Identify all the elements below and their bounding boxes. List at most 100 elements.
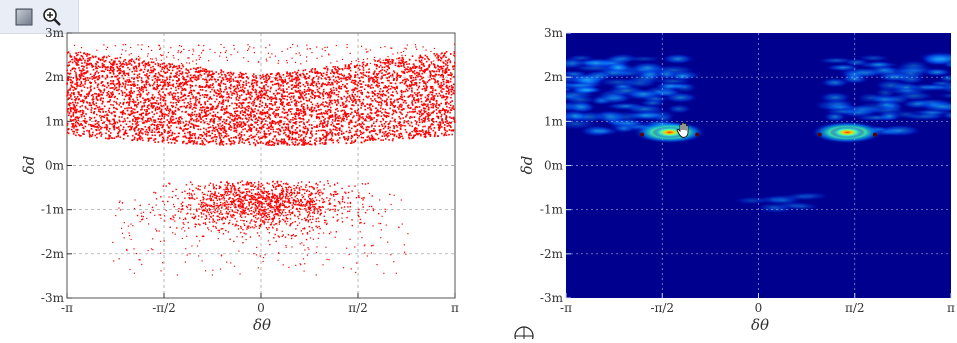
scatter-point [244,87,246,89]
scatter-point [276,99,278,101]
scatter-point [262,142,264,144]
scatter-point [186,84,188,86]
scatter-point [80,94,82,96]
scatter-point [181,68,183,70]
scatter-point [317,78,319,80]
scatter-point [258,136,260,138]
scatter-point [81,114,83,116]
scatter-point [81,62,83,64]
scatter-point [79,74,81,76]
scatter-point [421,62,423,64]
scatter-point [170,130,172,132]
scatter-point [246,94,248,96]
scatter-point [346,105,348,107]
scatter-point [158,65,160,67]
scatter-point [339,115,341,117]
scatter-point [440,124,442,126]
scatter-point [316,126,318,128]
scatter-point [352,104,354,106]
scatter-point [80,72,82,74]
scatter-point [204,94,206,96]
scatter-point [130,96,132,98]
scatter-point [366,126,368,128]
scatter-point [113,84,115,86]
scatter-point [283,143,285,145]
scatter-point [113,123,115,125]
scatter-point [199,116,201,118]
scatter-point [382,118,384,120]
scatter-point [129,94,131,96]
scatter-point [277,122,279,124]
scatter-point [274,95,276,97]
scatter-point [148,61,150,63]
scatter-point [141,118,143,120]
scatter-point [239,102,241,104]
scatter-point [206,140,208,142]
scatter-point [362,116,364,118]
scatter-point [79,70,81,72]
scatter-point [409,111,411,113]
scatter-point [415,120,417,122]
scatter-point [415,102,417,104]
scatter-point [305,142,307,144]
scatter-point [440,95,442,97]
scatter-point [392,60,394,62]
scatter-point [254,122,256,124]
scatter-point [84,81,86,83]
scatter-point [419,82,421,84]
scatter-point [262,74,264,76]
scatter-point [432,124,434,126]
scatter-point [229,117,231,119]
scatter-point [400,125,402,127]
scatter-point [78,111,80,113]
scatter-point [267,86,269,88]
scatter-point [385,112,387,114]
scatter-point [207,76,209,78]
scatter-point [291,88,293,90]
scatter-point [332,142,334,144]
scatter-point [133,91,135,93]
scatter-point [385,74,387,76]
scatter-point [233,72,235,74]
scatter-point [223,79,225,81]
scatter-point [384,70,386,72]
scatter-point [152,134,154,136]
scatter-point [244,99,246,101]
scatter-point [305,143,307,145]
scatter-point [84,86,86,88]
scatter-point [94,111,96,113]
scatter-point [322,142,324,144]
scatter-point [322,92,324,94]
scatter-point [344,115,346,117]
scatter-point [354,74,356,76]
scatter-point [279,76,281,78]
scatter-point [162,91,164,93]
scatter-point [282,104,284,106]
scatter-point [276,107,278,109]
scatter-point [300,109,302,111]
scatter-point [380,78,382,80]
scatter-point [142,112,144,114]
scatter-point [190,116,192,118]
scatter-point [72,115,74,117]
scatter-point [319,88,321,90]
scatter-point [363,81,365,83]
scatter-point [416,123,418,125]
scatter-point [308,90,310,92]
scatter-point [91,107,93,109]
scatter-point [195,68,197,70]
scatter-point [450,97,452,99]
scatter-point [290,99,292,101]
scatter-point [241,141,243,143]
scatter-point [319,143,321,145]
scatter-point [315,105,317,107]
scatter-point [223,99,225,101]
scatter-point [150,119,152,121]
scatter-point [353,98,355,100]
scatter-point [435,133,437,135]
scatter-point [154,124,156,126]
scatter-point [118,128,120,130]
scatter-point [225,83,227,85]
scatter-point [343,120,345,122]
scatter-point [268,109,270,111]
